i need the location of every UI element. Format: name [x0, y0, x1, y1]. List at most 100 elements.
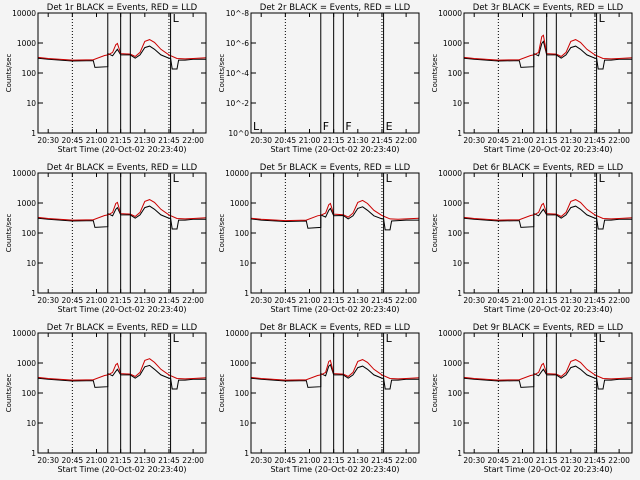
x-axis-label: Start Time (20-Oct-02 20:23:40) — [483, 145, 612, 154]
y-tick-label: 10 — [26, 419, 36, 428]
x-tick-label: 20:30 — [250, 456, 272, 465]
series-events — [463, 40, 632, 70]
y-tick-label: 10000 — [438, 9, 462, 18]
y-tick-label: 1000 — [443, 39, 462, 48]
y-tick-label: 1 — [31, 289, 36, 298]
x-tick-label: 21:45 — [584, 296, 606, 305]
y-tick-label: 100 — [448, 69, 463, 78]
x-tick-label: 21:30 — [560, 136, 582, 145]
x-tick-label: 22:00 — [395, 456, 417, 465]
x-tick-label: 20:30 — [37, 456, 59, 465]
plot-frame — [463, 332, 633, 454]
y-tick-label: 10000 — [12, 9, 36, 18]
x-tick-label: 20:45 — [488, 296, 510, 305]
series-lld — [37, 358, 207, 381]
y-tick-label: 1 — [244, 289, 249, 298]
x-tick-label: 21:00 — [512, 456, 534, 465]
series-events — [250, 206, 419, 231]
x-tick-label: 21:45 — [371, 136, 393, 145]
series-lld — [463, 199, 633, 221]
x-tick-label: 21:45 — [371, 456, 393, 465]
x-tick-label: 21:00 — [299, 296, 321, 305]
y-axis-label: Counts/sec — [218, 214, 226, 253]
x-tick-label: 22:00 — [608, 456, 630, 465]
series-events — [250, 363, 419, 390]
series-lld — [463, 34, 633, 61]
plot-frame — [37, 172, 207, 294]
y-tick-label: 1000 — [230, 199, 249, 208]
x-tick-label: 21:30 — [347, 136, 369, 145]
y-tick-label: 1000 — [17, 39, 36, 48]
x-tick-label: 20:45 — [275, 296, 297, 305]
series-lld — [37, 199, 207, 221]
series-events — [37, 45, 206, 70]
y-axis-label: Counts/sec — [5, 214, 13, 253]
y-tick-label: 1 — [31, 449, 36, 458]
y-axis-label: Counts/sec — [218, 54, 226, 93]
y-tick-label: 10 — [452, 419, 462, 428]
x-tick-label: 22:00 — [182, 456, 204, 465]
x-tick-label: 21:00 — [86, 296, 108, 305]
x-tick-label: 22:00 — [608, 296, 630, 305]
x-axis-label: Start Time (20-Oct-02 20:23:40) — [270, 465, 399, 474]
panel-title: Det 8r BLACK = Events, RED = LLD — [260, 323, 411, 333]
x-tick-label: 20:45 — [62, 296, 84, 305]
y-tick-label: 10^-6 — [226, 39, 250, 48]
y-tick-label: 1 — [457, 449, 462, 458]
y-tick-label: 100 — [448, 389, 463, 398]
x-tick-label: 22:00 — [608, 136, 630, 145]
series-events — [463, 205, 632, 230]
x-tick-label: 21:15 — [323, 296, 345, 305]
y-tick-label: 1 — [457, 129, 462, 138]
x-tick-label: 20:30 — [37, 136, 59, 145]
flag-label: L — [599, 12, 606, 25]
x-axis-label: Start Time (20-Oct-02 20:23:40) — [270, 305, 399, 314]
x-tick-label: 20:30 — [37, 296, 59, 305]
y-tick-label: 1000 — [443, 199, 462, 208]
x-tick-label: 21:45 — [584, 456, 606, 465]
y-tick-label: 10000 — [12, 169, 36, 178]
panel-title: Det 5r BLACK = Events, RED = LLD — [260, 163, 411, 173]
y-tick-label: 10^-8 — [226, 9, 250, 18]
flag-label: L — [173, 172, 180, 185]
panel-title: Det 1r BLACK = Events, RED = LLD — [47, 3, 198, 13]
y-tick-label: 10 — [26, 99, 36, 108]
y-tick-label: 10000 — [438, 169, 462, 178]
x-tick-label: 21:30 — [134, 456, 156, 465]
y-tick-label: 100 — [235, 229, 250, 238]
x-tick-label: 22:00 — [182, 136, 204, 145]
flag-label: L — [599, 332, 606, 345]
plot-frame — [463, 172, 633, 294]
y-tick-label: 10000 — [12, 329, 36, 338]
x-tick-label: 21:00 — [512, 136, 534, 145]
y-axis-label: Counts/sec — [5, 374, 13, 413]
flag-label: L — [253, 120, 260, 133]
x-axis-label: Start Time (20-Oct-02 20:23:40) — [483, 465, 612, 474]
panel-title: Det 4r BLACK = Events, RED = LLD — [47, 163, 198, 173]
x-tick-label: 20:45 — [488, 456, 510, 465]
y-tick-label: 100 — [22, 229, 37, 238]
x-tick-label: 22:00 — [182, 296, 204, 305]
y-axis-label: Counts/sec — [431, 54, 439, 93]
flag-label: L — [386, 332, 393, 345]
x-tick-label: 21:30 — [134, 296, 156, 305]
x-tick-label: 21:15 — [536, 136, 558, 145]
x-tick-label: 20:45 — [488, 136, 510, 145]
y-axis-label: Counts/sec — [5, 54, 13, 93]
y-axis-label: Counts/sec — [431, 214, 439, 253]
x-tick-label: 21:45 — [158, 456, 180, 465]
series-events — [37, 205, 206, 230]
plot-frame — [37, 12, 207, 134]
x-tick-label: 21:30 — [347, 296, 369, 305]
x-tick-label: 21:45 — [584, 136, 606, 145]
y-tick-label: 10000 — [225, 329, 249, 338]
x-tick-label: 21:30 — [560, 456, 582, 465]
x-tick-label: 21:30 — [560, 296, 582, 305]
x-axis-label: Start Time (20-Oct-02 20:23:40) — [270, 145, 399, 154]
y-tick-label: 100 — [22, 389, 37, 398]
x-tick-label: 20:45 — [62, 456, 84, 465]
x-tick-label: 21:15 — [536, 456, 558, 465]
